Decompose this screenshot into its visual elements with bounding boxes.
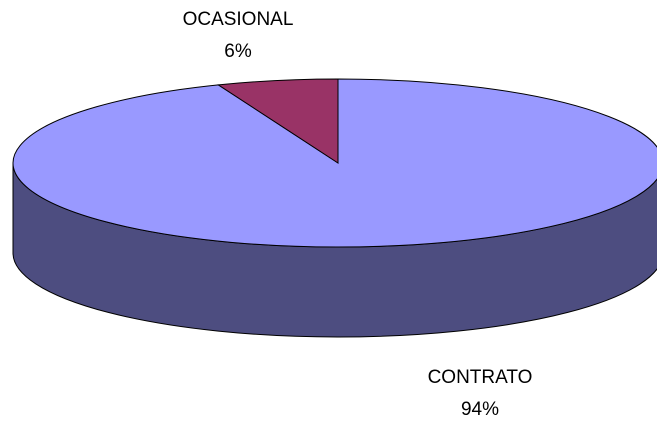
pie-slice <box>12 78 657 248</box>
slice-value-label: 94% <box>461 399 499 420</box>
slice-value-label: 6% <box>224 41 252 62</box>
slice-label: OCASIONAL <box>183 9 294 30</box>
pie-slice <box>216 78 339 164</box>
slice-label: CONTRATO <box>428 367 533 388</box>
